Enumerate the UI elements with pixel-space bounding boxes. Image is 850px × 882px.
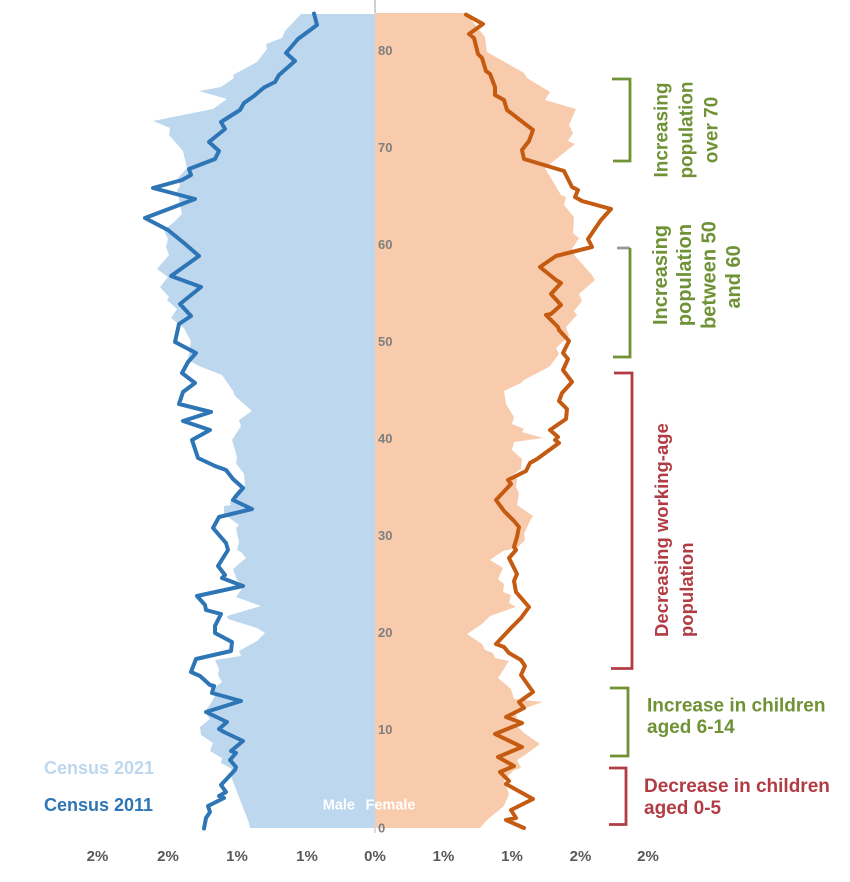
- svg-text:Census 2011: Census 2011: [44, 795, 153, 815]
- svg-text:2%: 2%: [637, 848, 659, 865]
- svg-text:2%: 2%: [87, 848, 109, 865]
- svg-text:1%: 1%: [296, 848, 318, 865]
- svg-text:80: 80: [378, 43, 392, 58]
- svg-text:over 70: over 70: [702, 97, 723, 164]
- svg-text:10: 10: [378, 722, 392, 737]
- svg-text:Increasing: Increasing: [652, 82, 673, 177]
- svg-text:Census 2021: Census 2021: [44, 758, 154, 778]
- svg-text:Increase in children: Increase in children: [647, 696, 825, 717]
- svg-text:2%: 2%: [157, 848, 179, 865]
- svg-text:and 60: and 60: [723, 245, 745, 308]
- svg-text:population: population: [676, 542, 697, 637]
- svg-text:Female: Female: [366, 798, 416, 814]
- svg-text:population: population: [674, 224, 696, 326]
- svg-text:1%: 1%: [226, 848, 248, 865]
- svg-text:Increasing: Increasing: [650, 225, 672, 325]
- svg-text:20: 20: [378, 625, 392, 640]
- svg-text:2%: 2%: [570, 848, 592, 865]
- svg-text:1%: 1%: [501, 848, 523, 865]
- svg-text:1%: 1%: [433, 848, 455, 865]
- svg-text:Decrease in children: Decrease in children: [644, 776, 830, 797]
- svg-text:50: 50: [378, 334, 392, 349]
- svg-text:70: 70: [378, 140, 392, 155]
- svg-text:40: 40: [378, 431, 392, 446]
- svg-text:Decreasing working-age: Decreasing working-age: [651, 423, 672, 637]
- svg-text:aged 6-14: aged 6-14: [647, 717, 735, 738]
- svg-text:between 50: between 50: [699, 221, 721, 329]
- svg-text:population: population: [677, 81, 698, 178]
- svg-text:30: 30: [378, 528, 392, 543]
- svg-text:aged 0-5: aged 0-5: [644, 798, 722, 819]
- svg-text:Male: Male: [323, 798, 355, 814]
- svg-text:0: 0: [378, 821, 385, 836]
- svg-text:0%: 0%: [364, 848, 386, 865]
- svg-text:60: 60: [378, 237, 392, 252]
